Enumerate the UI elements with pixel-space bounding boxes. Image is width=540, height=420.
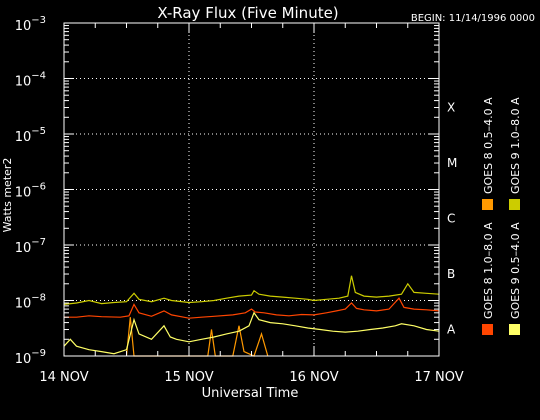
x-tick-label: 17 NOV [414,370,463,385]
x-tick-label: 15 NOV [164,370,213,385]
legend-swatch [509,199,520,210]
chart-title: X-Ray Flux (Five Minute) [157,4,338,22]
flare-class-label: M [447,156,457,170]
flare-class-axis: X M C B A [447,100,457,336]
flare-class-label: A [447,322,456,336]
flare-class-label: C [447,211,455,225]
flare-class-label: B [447,267,455,281]
legend-swatch [482,199,493,210]
legend-label: GOES 8 0.5–4.0 A [482,97,495,194]
legend-swatch [509,324,520,335]
x-axis: 14 NOV 15 NOV 16 NOV 17 NOV [39,23,464,385]
legend: GOES 8 1.0–8.0 A GOES 8 0.5–4.0 A GOES 9 0… [482,97,522,335]
legend-label: GOES 8 1.0–8.0 A [482,222,495,319]
legend-label: GOES 9 0.5–4.0 A [509,222,522,319]
grid-lines [64,23,439,356]
y-axis-label: Watts meter2 [1,158,14,233]
series-line [64,297,440,319]
x-tick-label: 14 NOV [39,370,88,385]
x-axis-label: Universal Time [202,386,299,401]
legend-label: GOES 9 1.0–8.0 A [509,97,522,194]
series-line [63,275,440,305]
series-line [63,311,440,355]
x-tick-label: 16 NOV [289,370,338,385]
legend-swatch [482,324,493,335]
flare-class-label: X [447,100,455,114]
begin-date-label: BEGIN: 11/14/1996 0000 [411,13,535,24]
